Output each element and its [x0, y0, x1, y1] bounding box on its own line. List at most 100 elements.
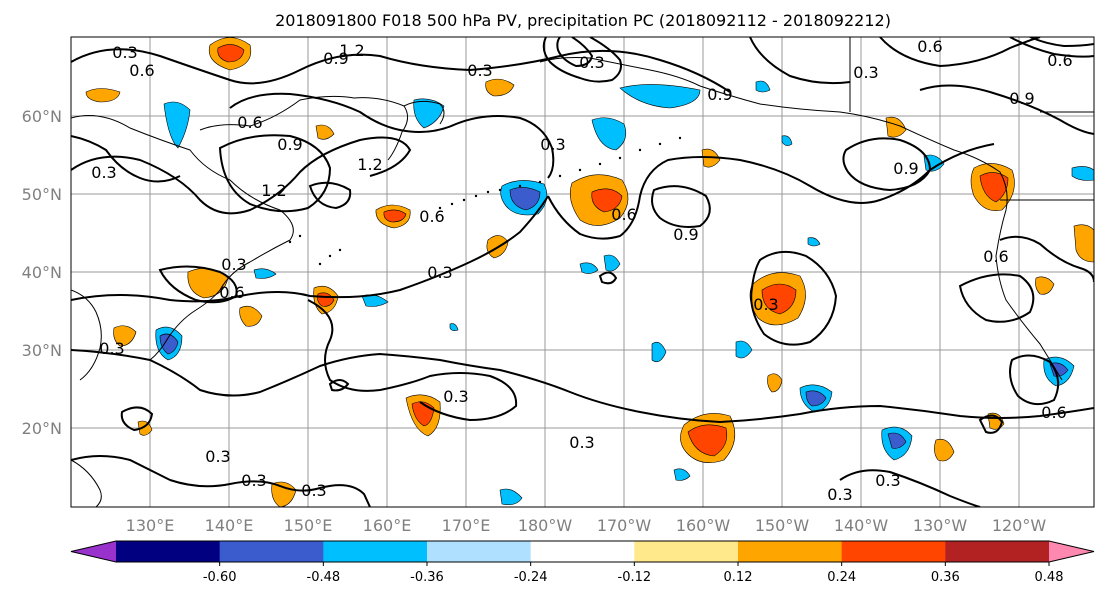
- precip-blob: [807, 237, 821, 247]
- precip-blob: [253, 268, 277, 279]
- precip-blob: [591, 117, 627, 151]
- precip-blob: [934, 438, 955, 462]
- contour-label: 1.2: [261, 181, 286, 200]
- contour-label: 0.3: [112, 43, 137, 62]
- contour-label: 0.3: [205, 447, 230, 466]
- colorbar-segment: [841, 541, 946, 562]
- colorbar-segment: [738, 541, 843, 562]
- colorbar-tick-label: -0.24: [514, 570, 548, 585]
- precip-blob: [413, 98, 445, 129]
- aleutian-islands: [288, 136, 682, 266]
- lat-label: 30°N: [22, 341, 62, 360]
- precip-blob: [1073, 224, 1094, 263]
- precip-positive-areas: [85, 37, 1094, 507]
- precip-blob: [687, 424, 728, 457]
- colorbar-segment: [219, 541, 324, 562]
- pv-contours: [71, 37, 1094, 507]
- contour-label: 0.6: [219, 283, 244, 302]
- lon-label: 160°E: [363, 516, 412, 535]
- contour-label: 0.9: [673, 225, 698, 244]
- contour-label: 0.3: [91, 163, 116, 182]
- lon-label: 180°W: [518, 516, 573, 535]
- contour-labels: 0.3 0.6 1.2 0.9 0.3 0.3 0.6 0.9 0.9 0.6 …: [91, 37, 1072, 504]
- latitude-labels: 20°N 30°N 40°N 50°N 60°N: [22, 107, 62, 438]
- colorbar-ticks: -0.60 -0.48 -0.36 -0.24 -0.12 0.12 0.24 0.36 0.4…: [203, 562, 1064, 585]
- contour-label: 0.3: [301, 481, 326, 500]
- contour-label: 0.3: [443, 387, 468, 406]
- contour-label: 0.3: [579, 53, 604, 72]
- contour-label: 0.3: [875, 471, 900, 490]
- coastlines: [71, 37, 1094, 507]
- colorbar-segment: [530, 541, 635, 562]
- contour-label: 0.6: [917, 37, 942, 56]
- contour-label: 0.3: [853, 63, 878, 82]
- precip-blob: [591, 188, 623, 213]
- precip-negative-areas: [155, 80, 1094, 506]
- precip-blob: [163, 101, 191, 149]
- colorbar-outline: [70, 540, 1095, 563]
- lon-label: 130°W: [913, 516, 968, 535]
- colorbar-tick-label: 0.12: [724, 570, 753, 585]
- lon-label: 120°W: [992, 516, 1047, 535]
- contour-label: 0.6: [983, 247, 1008, 266]
- contour-label: 0.6: [419, 207, 444, 226]
- contour-label: 0.9: [323, 49, 348, 68]
- precip-blob: [805, 390, 827, 407]
- precip-blob: [887, 432, 907, 449]
- longitude-labels: 130°E 140°E 150°E 160°E 170°E 180°W 170°…: [126, 516, 1047, 535]
- precip-blob: [755, 80, 771, 93]
- precip-blob: [673, 468, 691, 481]
- precip-blob: [651, 341, 667, 363]
- precip-blob: [217, 44, 245, 63]
- lat-label: 20°N: [22, 419, 62, 438]
- colorbar-extension-min: [71, 541, 116, 562]
- lon-label: 170°E: [442, 516, 491, 535]
- colorbar-tick-label: -0.36: [410, 570, 444, 585]
- precip-blob: [885, 116, 907, 138]
- contour-label: 0.9: [277, 135, 302, 154]
- precip-blob: [767, 373, 783, 393]
- colorbar-extension-max: [1049, 541, 1094, 562]
- lat-label: 40°N: [22, 263, 62, 282]
- contour-label: 0.9: [893, 159, 918, 178]
- colorbar: [70, 540, 1095, 563]
- contour-label: 1.2: [357, 155, 382, 174]
- map-panel: 0.3 0.6 1.2 0.9 0.3 0.3 0.6 0.9 0.9 0.6 …: [71, 37, 1094, 507]
- precip-blob: [239, 305, 263, 327]
- precip-blob: [485, 78, 515, 97]
- colorbar-tick-label: 0.48: [1035, 570, 1064, 585]
- precip-blob: [735, 340, 753, 359]
- lon-label: 140°W: [834, 516, 889, 535]
- lon-label: 160°W: [676, 516, 731, 535]
- precip-blob: [85, 88, 121, 103]
- contour-label: 0.9: [1009, 89, 1034, 108]
- precip-blob: [383, 209, 407, 223]
- figure-title: 2018091800 F018 500 hPa PV, precipitatio…: [275, 11, 891, 30]
- contour-label: 0.9: [707, 85, 732, 104]
- lon-label: 150°W: [755, 516, 810, 535]
- precip-blob: [761, 283, 797, 315]
- precip-blob: [619, 84, 701, 109]
- colorbar-segment: [945, 541, 1050, 562]
- contour-label: 0.3: [569, 433, 594, 452]
- contour-label: 1.2: [339, 41, 364, 60]
- lat-label: 60°N: [22, 107, 62, 126]
- precip-blob: [979, 172, 1009, 203]
- colorbar-tick-label: -0.60: [203, 570, 237, 585]
- precip-blob: [137, 420, 153, 436]
- contour-label: 0.6: [611, 205, 636, 224]
- contour-label: 0.6: [129, 61, 154, 80]
- contour-label: 0.3: [827, 485, 852, 504]
- colorbar-segment: [323, 541, 428, 562]
- precip-blob: [1071, 166, 1094, 181]
- contour-label: 0.3: [753, 295, 778, 314]
- precip-blob: [781, 135, 793, 146]
- precip-blob: [449, 323, 459, 331]
- precip-blob: [603, 254, 621, 272]
- precip-blob: [579, 262, 599, 274]
- contour-label: 0.3: [540, 135, 565, 154]
- lon-label: 150°E: [284, 516, 333, 535]
- contour-label: 0.6: [237, 113, 262, 132]
- precip-blob: [509, 187, 541, 211]
